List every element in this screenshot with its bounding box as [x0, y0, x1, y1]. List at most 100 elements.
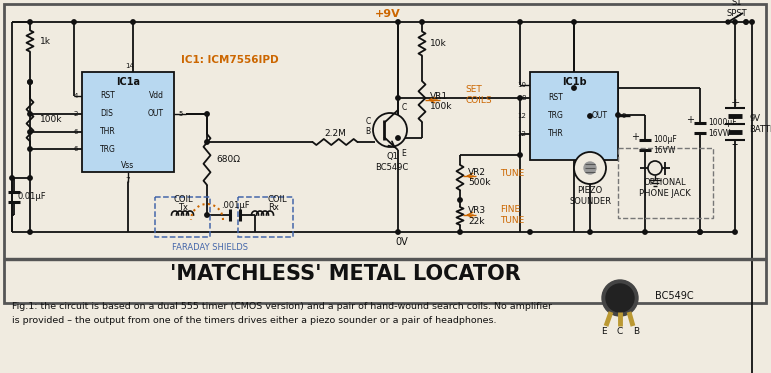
Circle shape	[572, 86, 576, 90]
Text: E: E	[402, 148, 406, 157]
Text: 0.01μF: 0.01μF	[17, 192, 45, 201]
Text: 100μF
16VW: 100μF 16VW	[653, 135, 677, 155]
Circle shape	[732, 230, 737, 234]
Text: .001μF: .001μF	[221, 201, 249, 210]
Text: DIS: DIS	[100, 110, 113, 119]
Text: 6: 6	[73, 129, 78, 135]
Text: 680Ω: 680Ω	[216, 155, 240, 164]
Circle shape	[28, 80, 32, 84]
Circle shape	[28, 176, 32, 180]
Text: 10k: 10k	[430, 39, 446, 48]
Text: C: C	[402, 103, 406, 112]
Text: Vss: Vss	[121, 160, 135, 169]
Bar	[155, 197, 210, 237]
Circle shape	[648, 161, 662, 175]
Circle shape	[518, 153, 522, 157]
Circle shape	[698, 230, 702, 234]
Text: Tx: Tx	[178, 204, 188, 213]
Text: Rx: Rx	[268, 204, 279, 213]
Text: B: B	[633, 327, 639, 336]
Text: TUNE: TUNE	[500, 169, 524, 178]
Text: C: C	[617, 327, 623, 336]
Text: 5: 5	[178, 111, 183, 117]
Text: +9V: +9V	[375, 9, 401, 19]
Text: IC1: ICM7556IPD: IC1: ICM7556IPD	[181, 55, 279, 65]
Circle shape	[726, 20, 730, 24]
Circle shape	[698, 230, 702, 234]
Text: Q1
BC549C: Q1 BC549C	[375, 152, 409, 172]
Text: 6: 6	[73, 146, 78, 152]
Text: 2: 2	[73, 111, 78, 117]
Text: FINE
TUNE: FINE TUNE	[500, 205, 524, 225]
Text: 9V
BATTERY: 9V BATTERY	[749, 114, 771, 134]
Circle shape	[419, 20, 424, 24]
Circle shape	[373, 113, 407, 147]
Text: 'MATCHLESS' METAL LOCATOR: 'MATCHLESS' METAL LOCATOR	[170, 264, 520, 284]
Circle shape	[72, 20, 76, 24]
Circle shape	[584, 162, 596, 174]
Circle shape	[616, 113, 620, 117]
Circle shape	[606, 284, 634, 312]
Text: VR2
500k: VR2 500k	[468, 168, 490, 187]
Text: +: +	[730, 98, 739, 108]
Text: VR3
22k: VR3 22k	[468, 206, 487, 226]
Text: OPTIONAL
PHONE JACK: OPTIONAL PHONE JACK	[639, 178, 691, 198]
Text: 100k: 100k	[40, 116, 62, 125]
Circle shape	[28, 230, 32, 234]
Text: 4: 4	[73, 93, 78, 99]
Circle shape	[205, 140, 209, 144]
Circle shape	[458, 198, 462, 202]
Text: SET
COILS: SET COILS	[465, 85, 492, 105]
Text: OUT: OUT	[148, 110, 164, 119]
Bar	[618, 148, 713, 218]
Text: THR: THR	[100, 128, 116, 137]
Circle shape	[28, 112, 32, 116]
Text: TRG: TRG	[548, 112, 564, 120]
Text: +: +	[631, 132, 639, 142]
Circle shape	[518, 20, 522, 24]
Text: B: B	[365, 128, 371, 137]
Circle shape	[744, 20, 748, 24]
Text: 8: 8	[521, 95, 526, 101]
Circle shape	[396, 230, 400, 234]
Circle shape	[28, 20, 32, 24]
Bar	[238, 197, 293, 237]
Text: IC1b: IC1b	[562, 77, 586, 87]
Text: 1000μF
16VW: 1000μF 16VW	[708, 118, 736, 138]
Circle shape	[458, 230, 462, 234]
Circle shape	[205, 213, 209, 217]
Text: 7: 7	[126, 177, 130, 183]
Circle shape	[28, 80, 32, 84]
Text: 0V: 0V	[396, 237, 409, 247]
Text: 9: 9	[622, 113, 627, 119]
Circle shape	[750, 20, 754, 24]
Text: +: +	[686, 115, 694, 125]
Text: OUT: OUT	[592, 112, 608, 120]
Circle shape	[396, 136, 400, 140]
Bar	[4, 258, 766, 260]
Text: 12: 12	[517, 131, 526, 137]
Circle shape	[528, 230, 532, 234]
Circle shape	[518, 96, 522, 100]
Text: C: C	[365, 117, 371, 126]
Text: THR: THR	[548, 129, 564, 138]
Bar	[530, 72, 618, 160]
Circle shape	[572, 20, 576, 24]
Text: COIL: COIL	[173, 195, 193, 204]
Circle shape	[588, 230, 592, 234]
Text: Fig.1: the circuit is based on a dual 555 timer (CMOS version) and a pair of han: Fig.1: the circuit is based on a dual 55…	[12, 302, 552, 311]
Text: is provided – the output from one of the timers drives either a piezo sounder or: is provided – the output from one of the…	[12, 316, 497, 325]
Circle shape	[131, 20, 135, 24]
Text: 14: 14	[126, 63, 134, 69]
Text: TRG: TRG	[100, 144, 116, 154]
Text: Vdd: Vdd	[149, 91, 164, 100]
Circle shape	[732, 20, 737, 24]
Bar	[4, 4, 766, 303]
Bar	[82, 72, 174, 172]
Circle shape	[574, 152, 606, 184]
Text: BC549C: BC549C	[655, 291, 694, 301]
Text: RST: RST	[100, 91, 115, 100]
Text: 1k: 1k	[40, 37, 51, 46]
Circle shape	[588, 114, 592, 118]
Text: S1
SPST: S1 SPST	[727, 0, 747, 18]
